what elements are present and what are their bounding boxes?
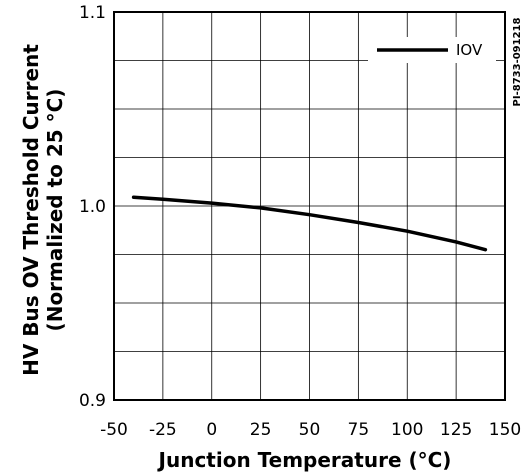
legend: IOV: [368, 37, 496, 63]
x-tick-label: 150: [489, 420, 521, 440]
plot-frame: [113, 11, 506, 401]
legend-label-iov: IOV: [456, 41, 483, 59]
figure-id: PI-8733-091218: [512, 17, 523, 106]
x-tick-label: 75: [348, 420, 370, 440]
x-axis-title: Junction Temperature (°C): [157, 448, 452, 472]
x-tick-label: -50: [100, 420, 128, 440]
x-tick-label: 0: [206, 420, 217, 440]
x-tick-label: 50: [299, 420, 321, 440]
x-tick-labels: -50 -25 0 25 50 75 100 125 150: [100, 420, 521, 440]
y-tick-label: 1.0: [79, 197, 106, 217]
x-tick-label: -25: [149, 420, 177, 440]
y-axis-title-line2: (Normalized to 25 °C): [43, 89, 67, 332]
x-tick-label: 25: [250, 420, 272, 440]
y-tick-label: 0.9: [79, 391, 106, 411]
series-line-iov: [131, 195, 488, 252]
plot-lines: [131, 195, 488, 252]
x-tick-label: 100: [391, 420, 423, 440]
grid: [114, 12, 505, 400]
x-tick-label: 125: [440, 420, 472, 440]
y-tick-label: 1.1: [79, 3, 106, 23]
y-axis-title-line1: HV Bus OV Threshold Current: [19, 44, 43, 376]
y-tick-labels: 0.9 1.0 1.1: [79, 3, 106, 411]
